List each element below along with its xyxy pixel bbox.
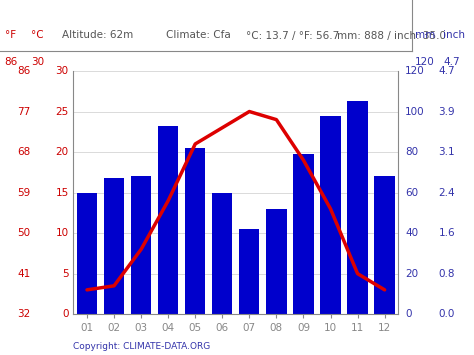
Text: Altitude: 62m: Altitude: 62m — [62, 31, 133, 40]
Bar — [293, 154, 314, 314]
Bar — [266, 209, 287, 314]
Text: 59: 59 — [18, 187, 31, 198]
Text: 25: 25 — [55, 106, 69, 116]
Bar — [185, 148, 205, 314]
Text: 20: 20 — [55, 147, 69, 157]
Text: 20: 20 — [405, 269, 419, 279]
Text: 120: 120 — [405, 66, 425, 76]
Bar — [104, 179, 124, 314]
Text: Climate: Cfa: Climate: Cfa — [166, 31, 231, 40]
Text: 0.8: 0.8 — [438, 269, 455, 279]
Text: 10: 10 — [55, 228, 69, 238]
Text: 30: 30 — [31, 57, 44, 67]
Text: 100: 100 — [405, 106, 425, 116]
Text: 50: 50 — [18, 228, 31, 238]
Text: mm: mm — [415, 31, 435, 40]
Text: 4.7: 4.7 — [438, 66, 455, 76]
Text: 1.6: 1.6 — [438, 228, 455, 238]
Text: mm: 888 / inch: 35.0: mm: 888 / inch: 35.0 — [337, 31, 446, 40]
Text: °F: °F — [5, 31, 16, 40]
Bar — [131, 176, 151, 314]
Text: °C: 13.7 / °F: 56.7: °C: 13.7 / °F: 56.7 — [246, 31, 340, 40]
Text: 0: 0 — [62, 309, 69, 319]
Text: 3.1: 3.1 — [438, 147, 455, 157]
Text: 0: 0 — [405, 309, 412, 319]
Bar — [320, 116, 341, 314]
Text: 86: 86 — [18, 66, 31, 76]
Bar — [212, 192, 232, 314]
Text: 68: 68 — [18, 147, 31, 157]
Text: 3.9: 3.9 — [438, 106, 455, 116]
Bar — [77, 192, 97, 314]
Text: °C: °C — [31, 31, 44, 40]
Text: 86: 86 — [5, 57, 18, 67]
Text: 120: 120 — [415, 57, 435, 67]
Bar — [374, 176, 395, 314]
Text: 4.7: 4.7 — [443, 57, 460, 67]
Bar — [347, 102, 368, 314]
Text: Copyright: CLIMATE-DATA.ORG: Copyright: CLIMATE-DATA.ORG — [73, 343, 211, 351]
Text: 40: 40 — [405, 228, 419, 238]
Text: 2.4: 2.4 — [438, 187, 455, 198]
Text: 15: 15 — [55, 187, 69, 198]
Bar — [158, 126, 178, 314]
Text: inch: inch — [443, 31, 465, 40]
Text: 5: 5 — [62, 269, 69, 279]
Text: 0.0: 0.0 — [438, 309, 455, 319]
Text: 41: 41 — [18, 269, 31, 279]
Text: 77: 77 — [18, 106, 31, 116]
Text: 30: 30 — [55, 66, 69, 76]
Bar — [239, 229, 259, 314]
Text: 60: 60 — [405, 187, 419, 198]
Text: 80: 80 — [405, 147, 419, 157]
Text: 32: 32 — [18, 309, 31, 319]
